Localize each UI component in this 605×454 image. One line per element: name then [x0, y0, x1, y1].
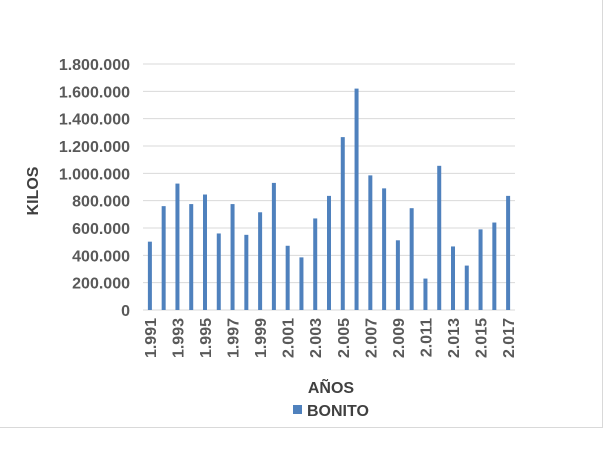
x-tick-label: 2.009 [391, 318, 408, 358]
y-tick-label: 600.000 [72, 221, 130, 238]
bar-2.011 [423, 278, 428, 310]
y-tick-label: 1.400.000 [59, 112, 130, 129]
bar-2.010 [409, 208, 414, 310]
bar-2.017 [506, 195, 511, 310]
legend: BONITO [293, 403, 369, 420]
bar-1.993 [175, 183, 180, 310]
bar-1.996 [216, 233, 221, 310]
bar-1.997 [230, 204, 235, 310]
bar-2.014 [464, 265, 469, 310]
bar-2.012 [437, 165, 442, 310]
x-tick-labels: 1.991 1.993 1.995 1.997 1.999 2.001 2.003 2.005… [143, 318, 518, 358]
bar-2.004 [327, 195, 331, 310]
bars [147, 88, 511, 310]
bar-2.000 [271, 182, 276, 310]
x-tick-label: 2.003 [308, 318, 325, 358]
y-tick-labels: 0 200.000 400.000 600.000 800.000 1.000.000 1.… [59, 57, 130, 320]
bar-1.995 [203, 194, 207, 310]
bar-2.016 [492, 222, 497, 310]
chart-frame [0, 0, 603, 428]
x-tick-label: 1.995 [198, 318, 215, 358]
bar-1.991 [147, 241, 152, 310]
x-tick-label: 2.005 [336, 318, 353, 358]
bar-1.992 [161, 206, 166, 310]
legend-label: BONITO [307, 403, 369, 420]
x-tick-label: 2.017 [501, 318, 518, 358]
y-tick-label: 1.200.000 [59, 139, 130, 156]
bar-2.002 [299, 257, 304, 310]
legend-swatch [293, 405, 302, 414]
bar-2.013 [451, 246, 455, 310]
y-tick-label: 400.000 [72, 248, 130, 265]
y-tick-label: 1.800.000 [59, 57, 130, 74]
bar-1.998 [244, 234, 249, 310]
x-tick-label: 1.999 [253, 318, 270, 358]
x-tick-label: 2.013 [446, 318, 463, 358]
bar-2.005 [340, 137, 345, 310]
x-tick-label: 2.007 [363, 318, 380, 358]
x-tick-label: 1.991 [143, 318, 160, 358]
bar-2.006 [354, 88, 359, 310]
bar-2.001 [285, 245, 290, 310]
y-tick-label: 1.000.000 [59, 166, 130, 183]
x-tick-label: 2.011 [418, 318, 435, 357]
bar-2.009 [395, 240, 400, 310]
y-tick-label: 800.000 [72, 194, 130, 211]
y-axis-title: KILOS [25, 166, 42, 215]
bar-2.003 [313, 218, 318, 310]
bar-2.007 [368, 175, 373, 310]
bar-2.008 [382, 188, 387, 310]
y-tick-label: 0 [121, 303, 130, 320]
bar-2.015 [478, 229, 483, 310]
y-tick-label: 1.600.000 [59, 84, 130, 101]
x-tick-label: 1.997 [226, 318, 243, 358]
bar-1.994 [189, 204, 194, 310]
bar-1.999 [258, 212, 263, 310]
x-tick-label: 2.015 [474, 318, 491, 358]
x-tick-label: 2.001 [281, 318, 298, 358]
y-tick-label: 200.000 [72, 276, 130, 293]
x-axis-title: AÑOS [308, 377, 355, 397]
x-tick-label: 1.993 [170, 318, 187, 358]
